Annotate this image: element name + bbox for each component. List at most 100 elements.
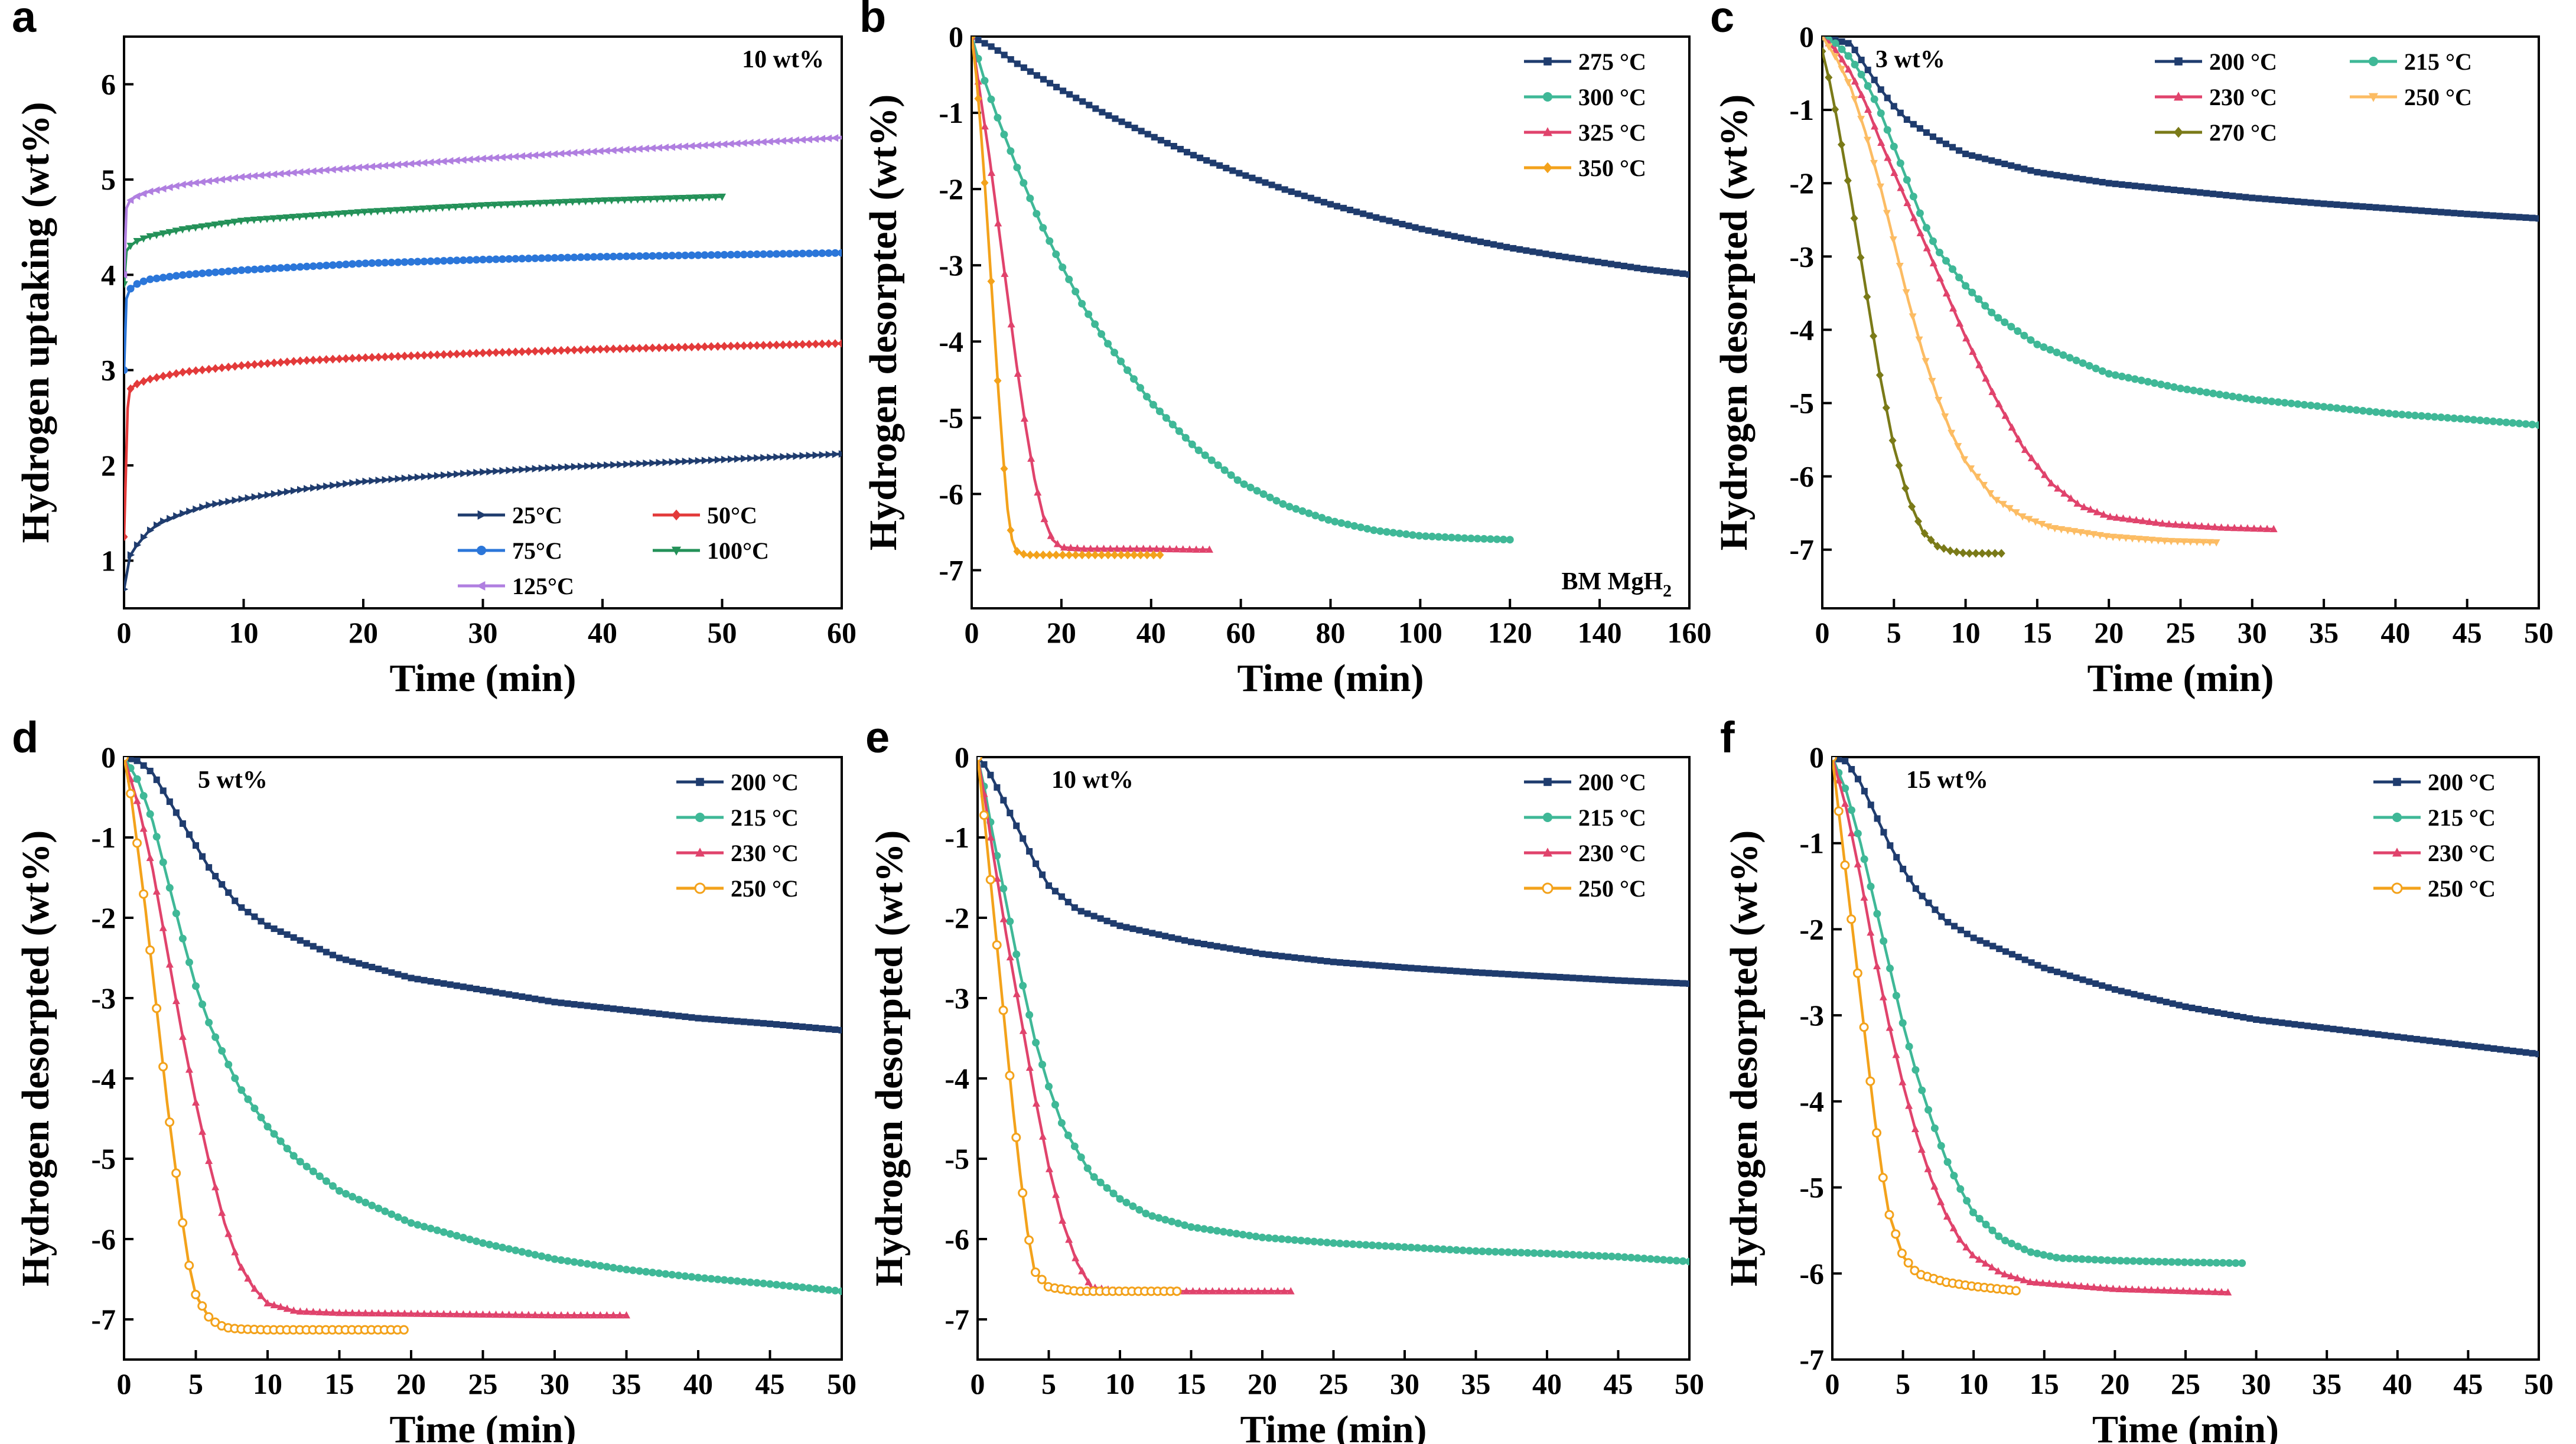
data-point xyxy=(584,462,592,470)
data-point xyxy=(575,198,583,206)
data-point xyxy=(1936,274,1944,282)
legend-label: 25°C xyxy=(512,502,562,529)
data-point xyxy=(289,214,297,221)
data-point xyxy=(388,969,395,976)
data-point xyxy=(2047,171,2054,178)
data-point xyxy=(994,113,1002,122)
data-point xyxy=(1109,1189,1118,1198)
data-point xyxy=(178,367,187,377)
data-point xyxy=(1891,1229,1901,1239)
data-point xyxy=(2025,516,2033,523)
legend-swatch-marker xyxy=(695,813,705,822)
legend-entry: 215 °C xyxy=(2350,48,2472,75)
data-point xyxy=(2196,387,2204,396)
data-point xyxy=(2237,524,2245,532)
data-point xyxy=(356,478,363,486)
data-point xyxy=(1142,393,1151,401)
data-point xyxy=(302,356,311,365)
data-point xyxy=(1831,53,1839,61)
data-point xyxy=(635,145,643,153)
series-350C xyxy=(972,37,1164,560)
data-point xyxy=(1825,43,1833,51)
data-point xyxy=(1895,461,1903,470)
panel-e: e0 5 10 15 20 25 30 35 40 45 500-1-2-3-4-5-6-7Time… xyxy=(865,713,1704,1444)
legend-swatch-marker xyxy=(1543,813,1552,822)
data-point xyxy=(1226,1228,1234,1237)
data-point xyxy=(256,171,265,180)
data-point xyxy=(493,989,500,996)
data-point xyxy=(1524,972,1531,979)
data-point xyxy=(1370,526,1378,534)
data-point xyxy=(499,348,507,357)
data-point xyxy=(720,341,728,351)
data-point xyxy=(1000,131,1008,139)
data-point xyxy=(2034,169,2041,176)
data-point xyxy=(178,1218,188,1228)
data-point xyxy=(1267,1287,1275,1295)
data-point xyxy=(276,1302,285,1311)
data-point xyxy=(472,348,480,358)
data-point xyxy=(1284,1236,1292,1244)
data-point xyxy=(1647,266,1654,273)
data-point xyxy=(198,1127,207,1135)
data-point xyxy=(615,252,624,260)
x-axis-title: Time (min) xyxy=(390,657,577,700)
data-point xyxy=(2174,538,2182,546)
data-point xyxy=(518,347,526,356)
data-point xyxy=(2099,982,2106,989)
data-point xyxy=(2281,399,2289,407)
legend-swatch-marker xyxy=(2393,778,2401,786)
data-point xyxy=(1175,935,1182,943)
legend-entry: 250 °C xyxy=(1524,875,1646,902)
data-point xyxy=(1431,229,1438,236)
data-point xyxy=(583,253,591,261)
data-point xyxy=(401,973,408,980)
data-point xyxy=(387,1309,396,1317)
data-point xyxy=(669,458,676,466)
data-point xyxy=(2182,1003,2189,1011)
data-point xyxy=(1220,466,1229,474)
data-point xyxy=(1340,204,1347,211)
data-point xyxy=(1327,201,1334,208)
data-point xyxy=(328,1308,337,1316)
data-point xyxy=(354,209,362,217)
data-point xyxy=(1562,1250,1571,1259)
data-point xyxy=(2261,397,2269,405)
data-point xyxy=(1020,835,1027,842)
data-point xyxy=(2155,1257,2163,1266)
data-point xyxy=(1906,875,1913,882)
data-point xyxy=(831,1286,839,1295)
data-point xyxy=(243,217,252,225)
data-point xyxy=(525,994,532,1001)
data-point xyxy=(740,139,747,147)
data-point xyxy=(126,285,135,293)
data-point xyxy=(759,341,767,350)
data-point xyxy=(1962,1243,1971,1251)
data-point xyxy=(688,457,696,465)
data-point xyxy=(1897,1249,1907,1259)
data-point xyxy=(701,457,709,465)
data-point xyxy=(323,948,330,956)
x-tick-label: 15 xyxy=(2023,616,2052,649)
data-point xyxy=(282,214,291,222)
data-point xyxy=(2356,1029,2363,1036)
data-point xyxy=(1136,927,1143,934)
x-tick-label: 10 xyxy=(229,616,259,649)
data-point xyxy=(1177,146,1184,153)
data-point xyxy=(577,1002,584,1009)
data-point xyxy=(256,216,265,224)
data-point xyxy=(1093,545,1101,552)
data-point xyxy=(680,142,689,151)
data-point xyxy=(1236,170,1243,177)
data-point xyxy=(1952,547,1961,557)
data-point xyxy=(1883,126,1891,134)
series-215C xyxy=(1822,37,2539,429)
data-point xyxy=(328,354,337,364)
data-point xyxy=(1194,446,1203,454)
data-point xyxy=(1846,914,1857,924)
data-point xyxy=(2246,1015,2253,1022)
data-point xyxy=(596,147,604,155)
data-point xyxy=(250,1284,259,1292)
data-point xyxy=(707,251,715,259)
data-point xyxy=(2110,1256,2118,1264)
